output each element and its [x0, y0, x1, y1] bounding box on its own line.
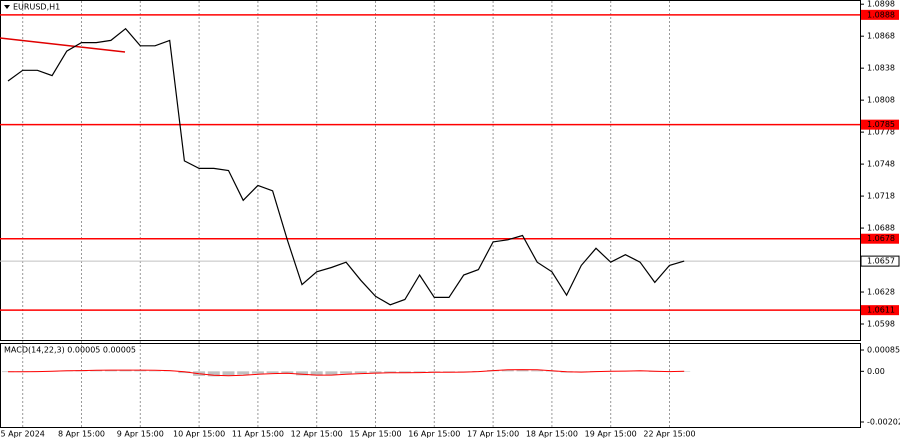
- histogram-bar: [354, 371, 367, 374]
- trend-line: [0, 37, 126, 53]
- histogram-bar: [149, 370, 161, 372]
- histogram-bar: [325, 371, 338, 375]
- histogram-bar: [545, 371, 558, 372]
- symbol-arrow: [4, 5, 10, 9]
- y-tick-label: 1.0628: [867, 288, 895, 297]
- histogram-bar: [251, 371, 264, 374]
- x-tick-label: 15 Apr 15:00: [349, 430, 401, 439]
- signal-line: [8, 369, 685, 377]
- y-tick-label: 1.0898: [867, 0, 895, 9]
- y-tick-label: 1.0748: [867, 160, 895, 169]
- x-tick-label: 19 Apr 15:00: [585, 430, 637, 439]
- y-tick-label: 1.0688: [867, 224, 895, 233]
- histogram-bar: [134, 370, 147, 372]
- x-tick-label: 10 Apr 15:00: [173, 430, 225, 439]
- histogram-bar: [398, 371, 411, 373]
- histogram-bar: [222, 371, 235, 376]
- level-label: 1.0611: [867, 306, 895, 315]
- chart-title: EURUSD,H1: [13, 3, 60, 12]
- histogram-bar: [207, 371, 220, 377]
- histogram-bar: [369, 371, 382, 373]
- histogram-bar: [413, 371, 426, 373]
- level-label: 1.0785: [867, 120, 895, 129]
- macd-pane: [0, 343, 861, 428]
- x-tick-label: 8 Apr 15:00: [58, 430, 105, 439]
- y-tick-label: 1.0598: [867, 320, 895, 329]
- price-line-series: [7, 27, 685, 306]
- level-tag: [861, 305, 899, 316]
- main-pane: [0, 0, 861, 341]
- y-tick-label: -0.00202: [867, 417, 900, 426]
- level-tag: [861, 233, 899, 244]
- histogram-bar: [340, 371, 353, 374]
- level-tag: [861, 119, 899, 130]
- histogram-bar: [457, 371, 470, 372]
- y-tick-label: 1.0718: [867, 192, 895, 201]
- y-tick-label: 1.0778: [867, 128, 895, 137]
- price-tag: [860, 255, 900, 267]
- macd-title: MACD(14,22,3) 0.00005 0.00005: [4, 346, 136, 355]
- x-tick-label: 12 Apr 15:00: [291, 430, 343, 439]
- histogram-bar: [237, 371, 250, 375]
- histogram-bar: [310, 371, 323, 376]
- histogram-bar: [104, 370, 117, 372]
- y-tick-label: 1.0868: [867, 32, 895, 41]
- level-label: 1.0888: [867, 10, 895, 19]
- price-label: 1.0657: [867, 257, 895, 266]
- histogram-bar: [531, 370, 544, 372]
- y-tick-label: 1.0838: [867, 64, 895, 73]
- y-tick-label: 0.00085: [867, 346, 900, 355]
- level-label: 1.0678: [867, 234, 895, 243]
- histogram-bar: [501, 369, 514, 372]
- histogram-bar: [384, 371, 397, 373]
- histogram-bar: [296, 371, 308, 376]
- x-tick-label: 17 Apr 15:00: [467, 430, 519, 439]
- x-tick-label: 9 Apr 15:00: [117, 430, 164, 439]
- histogram-bar: [516, 369, 529, 372]
- x-tick-label: 22 Apr 15:00: [643, 430, 695, 439]
- histogram-bar: [443, 371, 455, 373]
- histogram-bar: [281, 371, 294, 374]
- level-tag: [861, 9, 899, 20]
- x-tick-label: 5 Apr 2024: [1, 430, 45, 439]
- y-tick-label: 0.00: [867, 367, 885, 376]
- x-tick-label: 11 Apr 15:00: [232, 430, 284, 439]
- x-tick-label: 16 Apr 15:00: [408, 430, 460, 439]
- y-tick-label: 1.0808: [867, 96, 895, 105]
- x-tick-label: 18 Apr 15:00: [526, 430, 578, 439]
- histogram-bar: [266, 371, 279, 374]
